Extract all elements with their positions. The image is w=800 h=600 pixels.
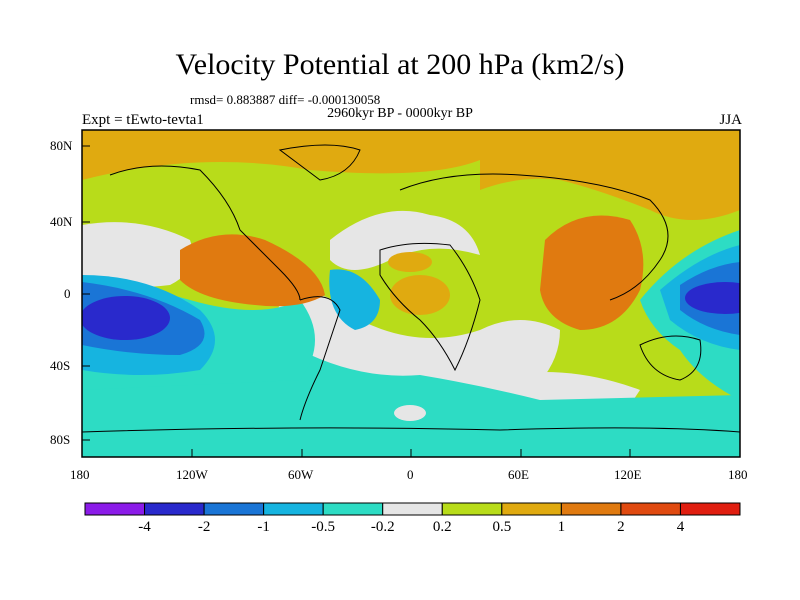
colorbar-swatch bbox=[322, 502, 384, 516]
field-gray-atlantic bbox=[330, 210, 480, 270]
colorbar-label: -1 bbox=[257, 519, 270, 535]
season-label: JJA bbox=[719, 112, 742, 128]
xtick-label-120e: 120E bbox=[614, 467, 642, 482]
colorbar-swatch bbox=[84, 502, 146, 516]
field-min-west-pacific bbox=[685, 282, 740, 314]
colorbar-swatch bbox=[679, 502, 741, 516]
coast-north-america bbox=[109, 165, 301, 301]
colorbar-swatch bbox=[382, 502, 443, 516]
colorbar-label: 0.5 bbox=[492, 519, 512, 535]
coast-antarctica bbox=[82, 427, 740, 433]
colorbar-swatch bbox=[441, 502, 503, 516]
field-gray-pacific bbox=[82, 222, 193, 288]
ytick-label-80s: 80S bbox=[50, 432, 71, 447]
colorbar-swatch bbox=[144, 502, 205, 516]
field-max-indian-ocean bbox=[540, 215, 644, 330]
colorbar-label: -4 bbox=[138, 519, 151, 535]
field-orange-africa bbox=[390, 275, 450, 315]
xtick-label-180e: 180 bbox=[728, 467, 748, 482]
coast-greenland bbox=[278, 144, 361, 181]
colorbar-label: 0.2 bbox=[432, 519, 452, 535]
xtick-label-180w: 180 bbox=[70, 467, 90, 482]
field-lightblue-atlantic bbox=[329, 269, 380, 330]
stats-label: rmsd= 0.883887 diff= -0.000130058 bbox=[190, 92, 381, 107]
chart-title: Velocity Potential at 200 hPa (km2/s) bbox=[175, 48, 625, 81]
coast-south-america bbox=[299, 296, 341, 421]
colorbar-label: 2 bbox=[617, 519, 625, 535]
colorbar-label: -2 bbox=[197, 519, 211, 535]
coast-africa bbox=[379, 242, 481, 372]
ytick-label-0: 0 bbox=[64, 286, 71, 301]
period-label: 2960kyr BP - 0000kyr BP bbox=[327, 106, 473, 121]
ytick-label-40n: 40N bbox=[50, 214, 73, 229]
field-orange-sahara bbox=[388, 252, 432, 272]
xtick-label-120w: 120W bbox=[176, 467, 208, 482]
experiment-label: Expt = tEwto-tevta1 bbox=[82, 112, 204, 128]
ytick-label-40s: 40S bbox=[50, 358, 71, 373]
field-min-east-pacific bbox=[82, 296, 170, 340]
colorbar-swatch bbox=[501, 502, 562, 516]
coast-eurasia bbox=[399, 173, 669, 301]
colorbar-swatch bbox=[203, 502, 265, 516]
field-max-central-america bbox=[180, 234, 325, 307]
field-asia-orange bbox=[480, 130, 740, 220]
axis-ticks bbox=[82, 145, 631, 457]
colorbar-label: 4 bbox=[676, 519, 685, 535]
colorbar-label: 1 bbox=[557, 519, 566, 535]
colorbar-swatch bbox=[620, 502, 681, 516]
coast-australia bbox=[639, 335, 702, 381]
xtick-label-60e: 60E bbox=[508, 467, 529, 482]
colorbar-label: -0.5 bbox=[311, 519, 336, 535]
colorbar-swatch bbox=[560, 502, 622, 516]
colorbar-swatch bbox=[263, 502, 324, 516]
contour-field bbox=[82, 130, 740, 457]
ytick-label-80n: 80N bbox=[50, 138, 73, 153]
coastlines bbox=[82, 144, 740, 433]
field-gray-small bbox=[394, 405, 426, 421]
colorbar bbox=[84, 502, 741, 516]
colorbar-label: -0.2 bbox=[370, 519, 395, 535]
xtick-label-0: 0 bbox=[407, 467, 414, 482]
xtick-label-60w: 60W bbox=[288, 467, 314, 482]
